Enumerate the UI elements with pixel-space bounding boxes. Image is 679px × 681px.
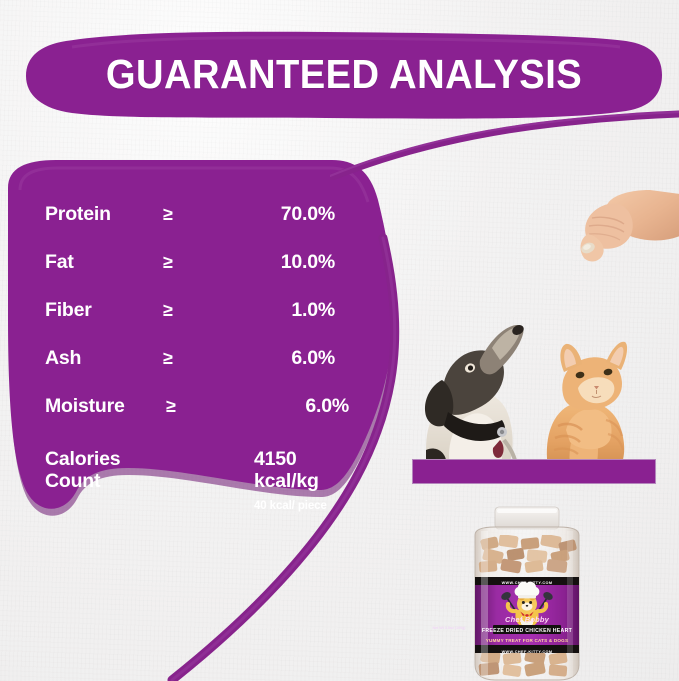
nutrient-value: 10.0% <box>280 251 335 273</box>
jar-product-name: FREEZE DRIED CHICKEN HEART <box>481 628 573 634</box>
page-title: GUARANTEED ANALYSIS <box>105 50 583 97</box>
jar-band-bottom-text: WWW.CHEF-KITTY.COM <box>501 650 553 654</box>
header-banner: GUARANTEED ANALYSIS <box>26 31 662 120</box>
guaranteed-analysis-table: Protein ≥ 70.0% Fat ≥ 10.0% Fiber ≥ 1.0%… <box>45 203 349 443</box>
nutrient-value: 6.0% <box>305 395 349 417</box>
comparison-operator: ≥ <box>163 300 173 320</box>
table-row: Fiber ≥ 1.0% <box>45 299 335 347</box>
comparison-operator: ≥ <box>166 396 176 416</box>
nutrient-label: Fiber <box>45 299 92 321</box>
comparison-operator: ≥ <box>163 348 173 368</box>
product-jar: WWW.CHEF-KITTY.COM Chef Bobby FREEZE DRI… <box>433 505 585 681</box>
table-row: Ash ≥ 6.0% <box>45 347 335 395</box>
jar-brand-name: Chef Bobby <box>504 615 550 624</box>
table-row: Protein ≥ 70.0% <box>45 203 335 251</box>
nutrient-value: 1.0% <box>291 299 335 321</box>
table-row: Moisture ≥ 6.0% <box>45 395 349 443</box>
hand-with-treat-photo <box>572 190 679 268</box>
nutrient-label: Moisture <box>45 395 125 417</box>
nutrient-label: Protein <box>45 203 111 225</box>
calories-label: Calories Count <box>45 448 121 492</box>
calories-value: 4150 kcal/kg <box>254 448 319 492</box>
jar-net-weight: Net Wt 3.5oz (100g) <box>432 626 466 630</box>
cat-figure <box>546 341 628 468</box>
table-row: Fat ≥ 10.0% <box>45 251 335 299</box>
comparison-operator: ≥ <box>163 204 173 224</box>
nutrient-label: Fat <box>45 251 74 273</box>
pets-photo <box>408 300 653 468</box>
dog-figure <box>424 324 524 468</box>
jar-band-top-text: WWW.CHEF-KITTY.COM <box>501 581 553 585</box>
nutrient-value: 70.0% <box>280 203 335 225</box>
calories-per-piece: 40 kcal/ piece <box>254 500 327 512</box>
jar-tagline: YUMMY TREAT FOR CATS & DOGS <box>485 638 569 643</box>
nutrient-label: Ash <box>45 347 82 369</box>
comparison-operator: ≥ <box>163 252 173 272</box>
pets-base-bar <box>412 459 656 484</box>
nutrient-value: 6.0% <box>291 347 335 369</box>
